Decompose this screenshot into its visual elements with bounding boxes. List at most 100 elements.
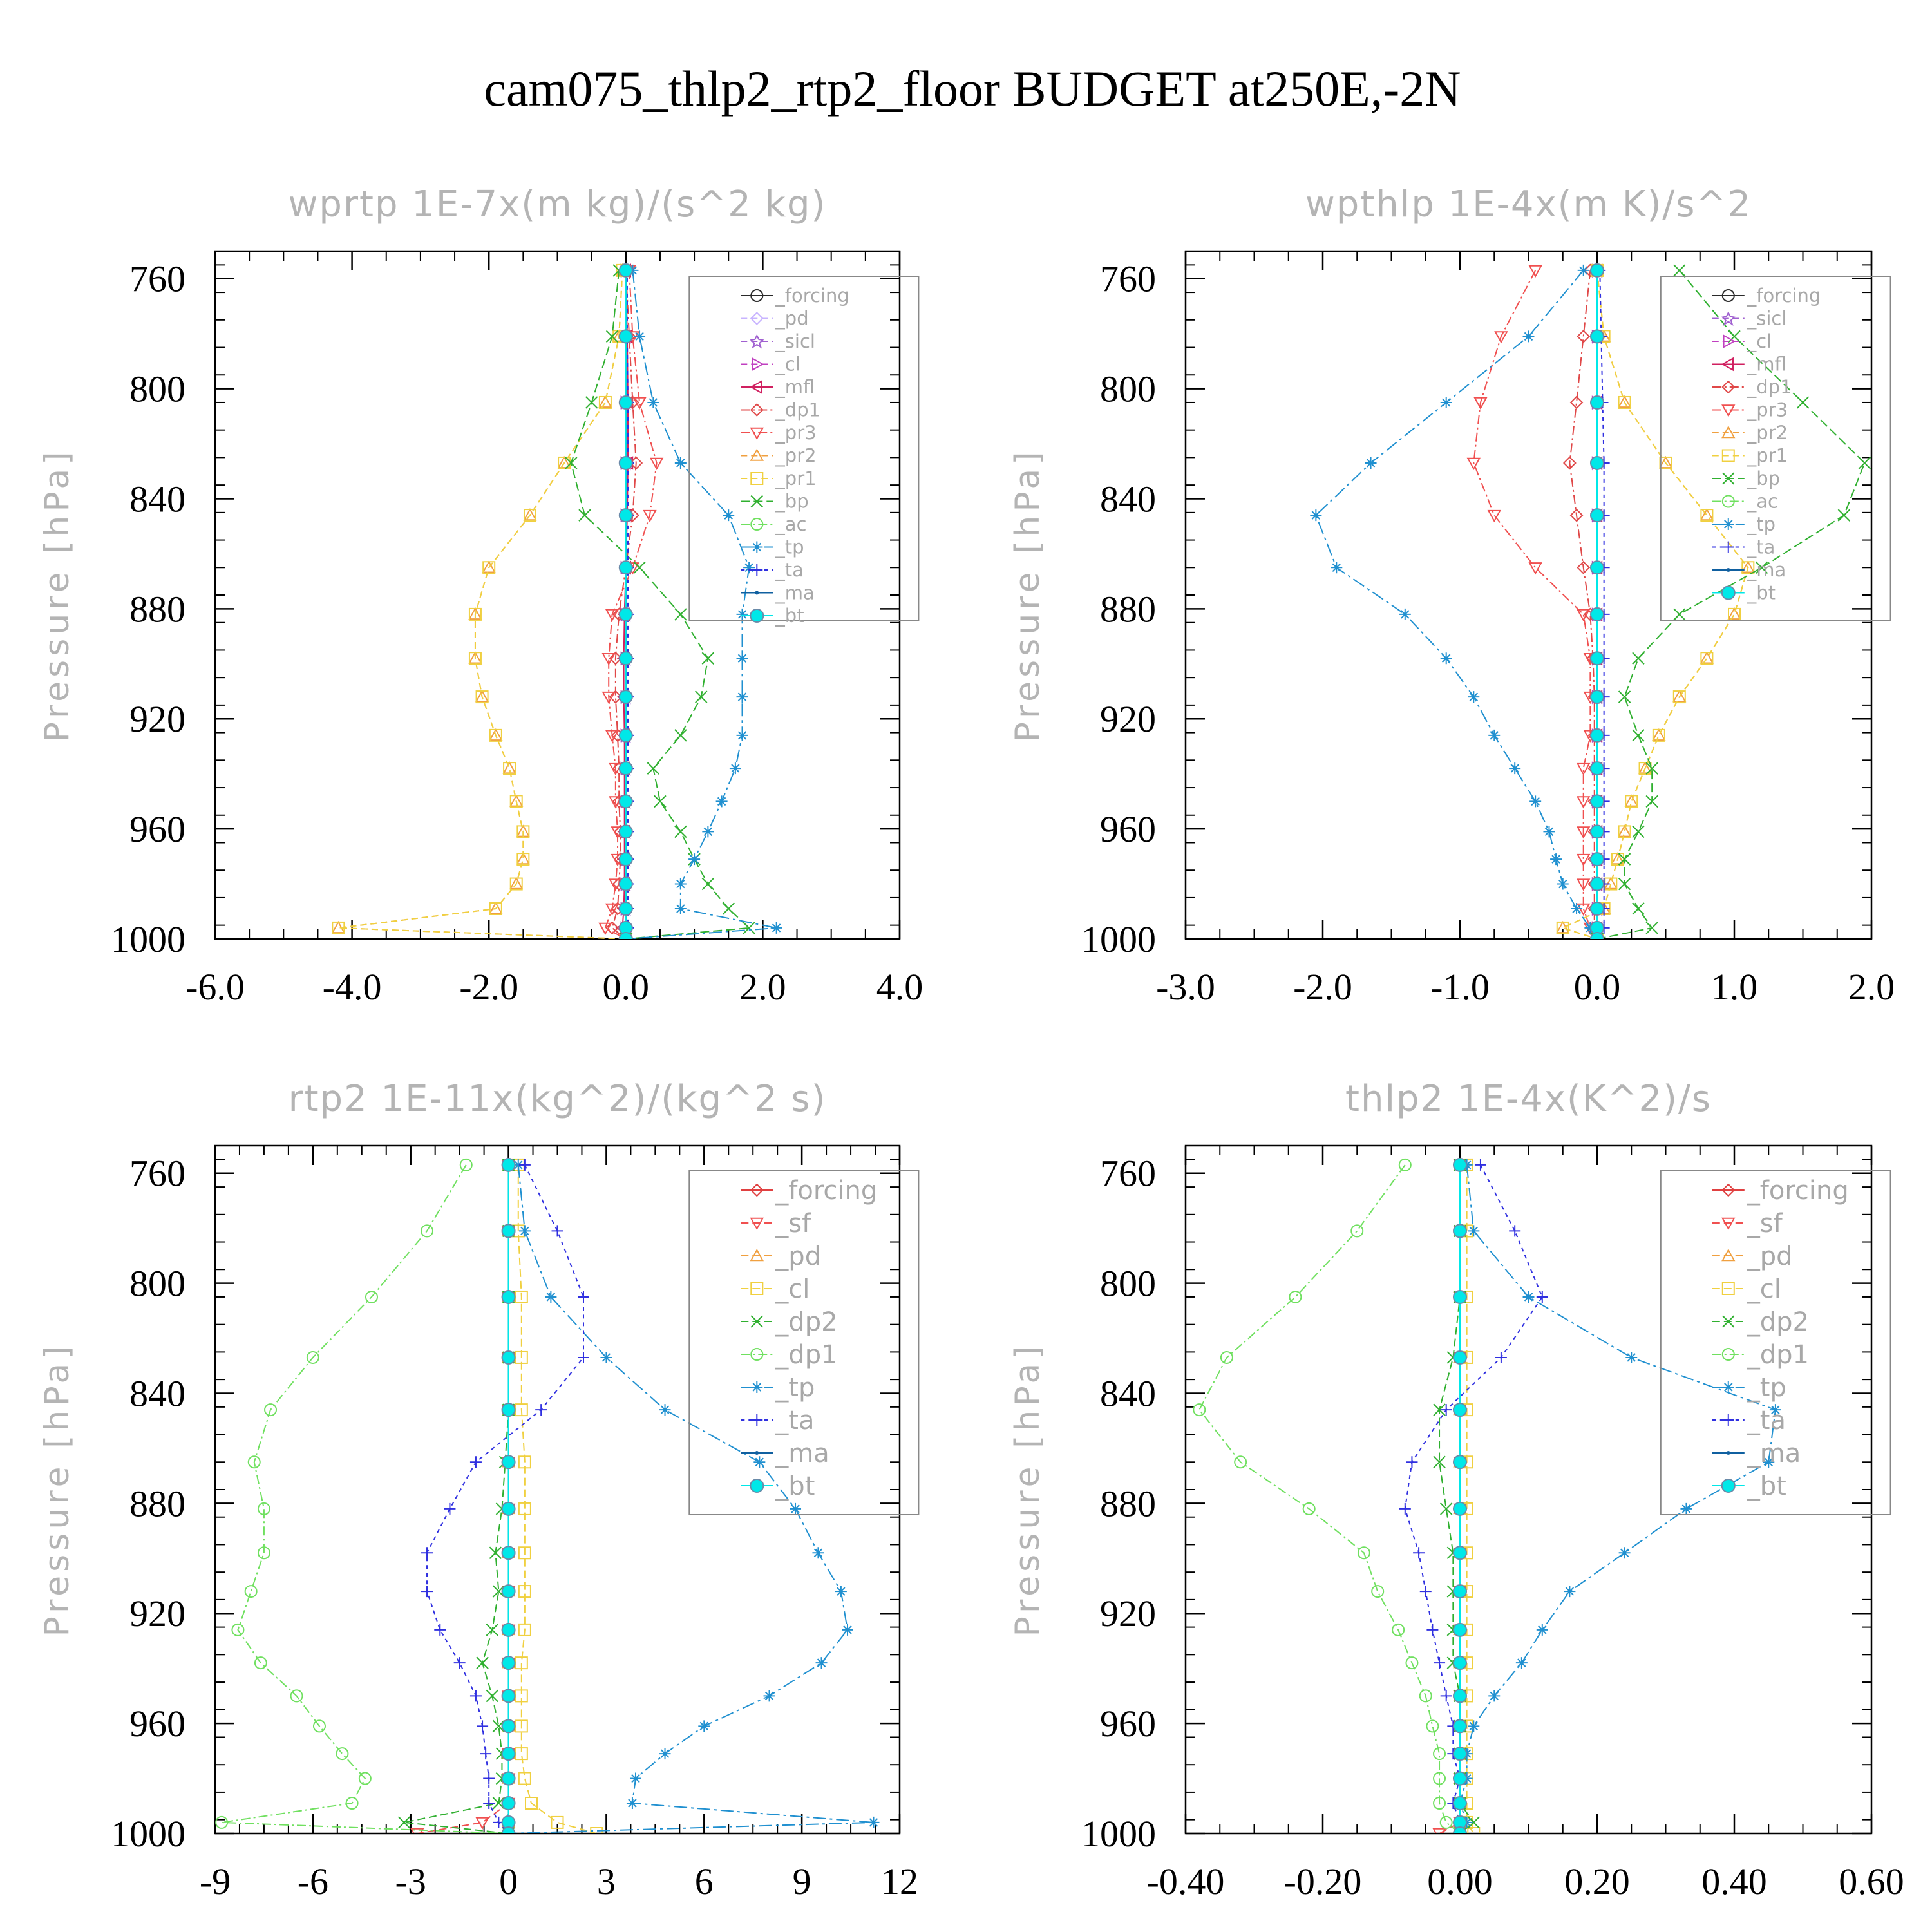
data-point-bt — [618, 794, 633, 809]
series-line-dp1 — [221, 1164, 509, 1833]
data-point-bt — [618, 329, 633, 344]
data-point-pr2 — [509, 876, 524, 889]
data-point-ta — [421, 1547, 433, 1559]
data-point-pr1 — [523, 509, 536, 522]
x-tick-label: 0.60 — [1839, 1861, 1904, 1902]
data-point-pr1 — [468, 607, 482, 621]
data-point-pr3 — [1577, 826, 1591, 839]
data-point-tp — [1680, 1502, 1692, 1515]
data-point-dp1 — [257, 1502, 270, 1515]
data-point-bt — [1590, 263, 1604, 278]
series-line-dp1 — [1569, 270, 1598, 939]
legend-marker — [1721, 404, 1736, 417]
data-point-bt — [618, 395, 633, 410]
data-point-bt — [618, 761, 633, 776]
data-point-ta — [518, 1159, 531, 1171]
y-tick-label: 1000 — [1081, 918, 1156, 960]
data-point-tp — [1769, 1404, 1781, 1416]
data-point-bp — [701, 652, 715, 665]
data-point-pr2 — [468, 607, 482, 620]
data-point-dp1 — [264, 1403, 278, 1417]
data-point-bp — [1837, 509, 1851, 522]
data-point-pr2 — [1617, 395, 1632, 408]
data-point-pr3 — [1577, 762, 1591, 776]
data-point-pr2 — [1556, 920, 1570, 934]
legend: _forcing_sicl_cl_mfl_dp1_pr3_pr2_pr1_bp_… — [1660, 276, 1891, 621]
data-point-tp — [1488, 729, 1501, 741]
y-tick-label: 840 — [1100, 1372, 1156, 1414]
data-point-bp — [1632, 825, 1645, 838]
legend-marker — [750, 334, 764, 349]
data-point-pr2 — [475, 690, 489, 703]
data-point-bt — [1453, 1771, 1467, 1786]
data-point-cl — [515, 1689, 528, 1703]
data-point-tp — [1530, 795, 1542, 808]
data-point-dp2 — [476, 1656, 489, 1669]
data-point-bt — [1453, 1289, 1467, 1304]
legend-marker — [1721, 380, 1736, 394]
data-point-cl — [525, 1797, 538, 1810]
data-point-ta — [421, 1586, 433, 1598]
data-point-bp — [1632, 729, 1645, 742]
x-tick-label: -3 — [395, 1861, 426, 1902]
data-point-ta — [444, 1502, 456, 1515]
data-point-dp1 — [1289, 1290, 1302, 1303]
data-point-tp — [1440, 396, 1452, 408]
data-point-dp2 — [1439, 1502, 1453, 1515]
legend-marker — [751, 541, 763, 553]
legend-marker — [1722, 1414, 1734, 1426]
legend-marker — [750, 380, 762, 394]
data-point-pr2 — [1617, 824, 1632, 837]
legend-marker — [755, 591, 759, 595]
legend-label: _ma — [775, 582, 815, 604]
x-tick-label: -1.0 — [1430, 966, 1490, 1008]
data-point-tp — [634, 330, 646, 343]
data-point-bt — [501, 1455, 516, 1470]
data-point-ta — [1413, 1547, 1425, 1559]
data-point-pr1 — [1652, 728, 1665, 742]
x-tick-label: 0.00 — [1427, 1861, 1493, 1902]
panel-title: rtp2 1E-11x(kg^2)/(kg^2 s) — [289, 1078, 827, 1120]
data-point-bt — [501, 1224, 516, 1238]
legend-marker — [750, 1315, 764, 1328]
data-point-pr2 — [1727, 607, 1741, 620]
data-point-tp — [753, 1456, 766, 1468]
legend-label: _sf — [775, 1209, 811, 1238]
data-point-bt — [1590, 902, 1604, 916]
y-axis-label: Pressure [hPa] — [1009, 1343, 1047, 1637]
data-point-ta — [1434, 1657, 1446, 1669]
data-point-tp — [736, 608, 748, 620]
series-group — [1193, 1157, 1781, 1833]
data-point-tp — [1468, 1720, 1480, 1732]
y-tick-label: 800 — [1100, 368, 1156, 410]
data-point-bp — [1618, 853, 1631, 866]
data-point-tp — [518, 1225, 531, 1237]
data-point-bt — [1590, 329, 1604, 344]
data-point-bp — [1673, 608, 1686, 621]
legend-marker — [750, 1348, 764, 1361]
legend-label: _dp2 — [775, 1307, 837, 1337]
data-point-pr2 — [1658, 455, 1673, 469]
data-point-tp — [647, 396, 659, 408]
legend-label: _pr3 — [1747, 399, 1788, 421]
y-tick-label: 760 — [1100, 258, 1156, 300]
y-tick-label: 920 — [1100, 1593, 1156, 1634]
data-point-bt — [1590, 508, 1604, 523]
data-point-dp1 — [247, 1455, 261, 1469]
data-point-tp — [815, 1657, 828, 1669]
data-point-ta — [1509, 1225, 1521, 1237]
data-point-ta — [469, 1456, 482, 1468]
x-tick-label: 4.0 — [876, 966, 923, 1008]
data-point-pr3 — [609, 796, 623, 809]
data-point-tp — [1509, 762, 1521, 775]
data-point-bt — [1453, 1584, 1467, 1599]
data-point-dp1 — [254, 1656, 267, 1670]
data-point-ta — [1495, 1351, 1507, 1363]
data-point-pr1 — [1618, 395, 1631, 409]
data-point-ta — [1399, 1502, 1411, 1515]
data-point-ta — [453, 1657, 466, 1669]
legend-marker — [1721, 311, 1736, 326]
data-point-pr2 — [502, 761, 516, 774]
data-point-pr1 — [1672, 690, 1686, 704]
legend-box — [688, 1170, 920, 1515]
